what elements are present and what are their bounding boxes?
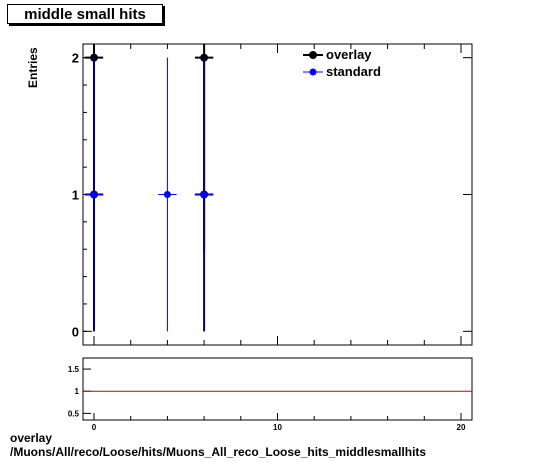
standard-point <box>90 191 98 198</box>
legend-standard-marker <box>309 68 317 76</box>
legend-overlay-label: overlay <box>326 47 372 62</box>
data-marks <box>84 44 214 332</box>
chart-title: middle small hits <box>7 4 163 24</box>
main-plot-frame <box>82 43 473 346</box>
y-tick-label: 1 <box>72 188 79 203</box>
y-axis-label: Entries <box>26 47 40 88</box>
ratio-y-tick-label: 1 <box>75 387 80 396</box>
ratio-x-tick-label: 20 <box>457 423 466 432</box>
ratio-y-tick-label: 0.5 <box>68 409 80 418</box>
footer-label: overlay <box>10 431 53 445</box>
y-tick-label: 2 <box>72 51 79 66</box>
legend-standard-label: standard <box>326 64 381 79</box>
ratio-x-tick-label: 0 <box>92 423 97 432</box>
ratio-y-tick-label: 1.5 <box>68 365 80 374</box>
y-tick-label: 0 <box>72 324 79 339</box>
ratio-x-tick-label: 10 <box>273 423 282 432</box>
standard-point <box>163 191 171 198</box>
standard-point <box>200 191 208 198</box>
footer-path: /Muons/All/reco/Loose/hits/Muons_All_rec… <box>10 445 427 459</box>
legend: overlay standard <box>303 47 381 79</box>
footer: overlay /Muons/All/reco/Loose/hits/Muons… <box>10 431 426 459</box>
ratio-plot-frame <box>82 357 473 421</box>
legend-overlay-marker <box>309 51 317 59</box>
